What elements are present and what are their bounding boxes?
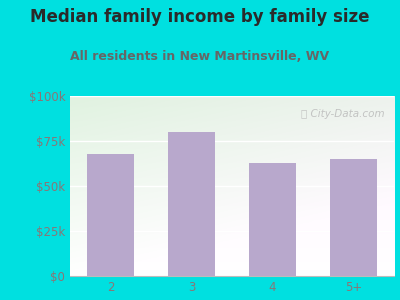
Bar (168, 132, 215, 276)
Text: All residents in New Martinsville, WV: All residents in New Martinsville, WV (70, 50, 330, 62)
Bar (330, 159, 377, 276)
Text: Ⓣ City-Data.com: Ⓣ City-Data.com (301, 109, 384, 118)
Bar (249, 163, 296, 276)
Bar (87, 154, 134, 276)
Text: Median family income by family size: Median family income by family size (30, 8, 370, 26)
